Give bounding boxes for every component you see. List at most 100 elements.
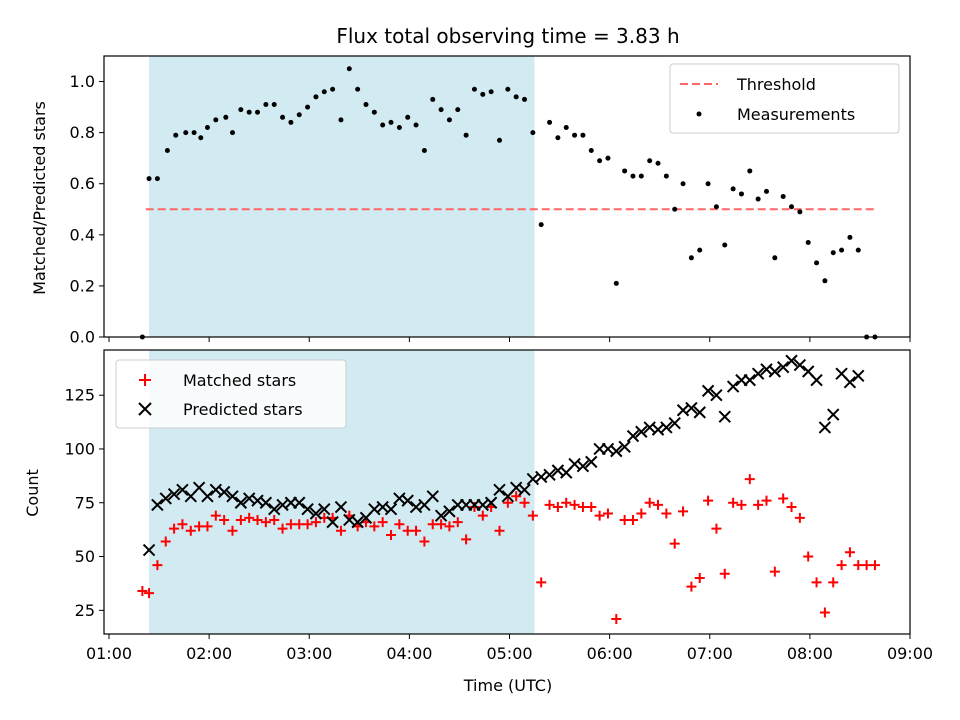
matched-stars-point (369, 521, 380, 532)
matched-stars-point (244, 512, 255, 523)
measurement-point (730, 186, 736, 192)
predicted-stars-point (610, 444, 623, 458)
matched-stars-point (169, 523, 180, 534)
x-tick-label: 06:00 (587, 644, 633, 663)
measurement-point (547, 119, 553, 125)
predicted-stars-point (768, 365, 782, 378)
predicted-stars-point (159, 492, 172, 505)
matched-stars-point (728, 497, 739, 508)
bottom-y-axis-label: Count (23, 469, 42, 517)
measurement-point (338, 117, 344, 123)
measurement-point (321, 89, 327, 95)
measurement-point (588, 148, 594, 154)
measurement-point (146, 176, 152, 182)
matched-stars-point (819, 607, 830, 618)
y-tick-label: 25 (75, 601, 95, 620)
matched-stars-point (527, 510, 538, 521)
matched-stars-point (828, 577, 839, 588)
matched-stars-point (803, 551, 814, 562)
legend-predicted-label: Predicted stars (183, 400, 303, 419)
predicted-stars-point (259, 496, 273, 509)
predicted-stars-point (827, 408, 840, 421)
legend-matched-swatch (139, 374, 151, 386)
predicted-stars-point (543, 468, 556, 481)
predicted-stars-point (167, 487, 181, 501)
plot-frame (103, 349, 911, 635)
predicted-stars-point (668, 416, 681, 430)
matched-stars-point (686, 581, 697, 592)
predicted-stars-point (685, 401, 698, 415)
measurement-point (421, 148, 427, 154)
measurement-point (755, 196, 761, 202)
x-tick-label: 02:00 (186, 644, 232, 663)
legend-threshold-label: Threshold (736, 75, 816, 94)
matched-stars-point (285, 519, 296, 530)
measurement-point (530, 130, 536, 136)
matched-stars-point (552, 502, 563, 513)
y-tick-label: 0.8 (70, 123, 95, 142)
measurement-point (198, 135, 204, 141)
bottom-x-axis-label: Time (UTC) (463, 676, 552, 695)
predicted-stars-point (234, 496, 248, 509)
measurement-point (663, 173, 669, 179)
measurement-point (263, 102, 269, 108)
measurement-point (839, 247, 845, 253)
measurement-point (164, 148, 170, 154)
y-tick-label: 100 (64, 439, 95, 458)
measurement-point (713, 204, 719, 210)
matched-stars-point (436, 519, 447, 530)
matched-stars-point (669, 538, 680, 549)
predicted-stars-point (318, 503, 331, 516)
matched-stars-point (202, 521, 213, 532)
predicted-stars-point (493, 483, 506, 497)
y-tick-label: 75 (75, 493, 95, 512)
matched-stars-point (210, 510, 221, 521)
matched-stars-point (444, 521, 455, 532)
matched-stars-point (185, 525, 196, 536)
matched-stars-point (694, 573, 705, 584)
measurement-point (763, 188, 769, 194)
matched-stars-point (511, 491, 522, 502)
measurement-point (488, 89, 494, 95)
matched-stars-point (627, 514, 638, 525)
measurement-point (480, 91, 486, 97)
x-tick-label: 01:00 (86, 644, 132, 663)
measurement-point (688, 255, 694, 261)
matched-stars-point (452, 517, 463, 528)
measurement-point (238, 107, 244, 113)
measurement-point (622, 168, 628, 174)
matched-stars-point (744, 474, 755, 485)
measurement-point (655, 160, 661, 166)
legend-predicted-swatch (138, 402, 152, 416)
predicted-stars-point (201, 490, 214, 503)
matched-stars-point (569, 499, 580, 510)
y-tick-label: 1.0 (70, 72, 95, 91)
matched-stars-point (577, 502, 588, 513)
measurement-point (438, 107, 444, 113)
top-y-axis-label: Matched/Predicted stars (30, 101, 49, 295)
matched-stars-point (703, 495, 714, 506)
predicted-stars-point (401, 494, 414, 507)
measurement-point (246, 109, 252, 115)
matched-stars-point (277, 523, 288, 534)
matched-stars-point (611, 613, 622, 624)
measurement-point (380, 122, 386, 128)
predicted-stars-point (151, 498, 164, 512)
matched-stars-point (711, 523, 722, 534)
predicted-stars-point (626, 429, 640, 443)
predicted-stars-point (226, 490, 239, 503)
measurement-point (455, 107, 461, 113)
matched-stars-point (260, 517, 271, 528)
measurement-point (191, 130, 197, 136)
measurement-point (505, 86, 511, 92)
predicted-stars-point (484, 496, 498, 509)
measurement-point (280, 114, 286, 120)
predicted-stars-point (818, 421, 832, 434)
predicted-stars-point (660, 421, 673, 434)
predicted-stars-point (434, 509, 448, 522)
matched-stars-point (137, 585, 148, 596)
y-tick-label: 0.4 (70, 225, 95, 244)
matched-stars-point (477, 510, 488, 521)
predicted-stars-point (326, 515, 339, 529)
